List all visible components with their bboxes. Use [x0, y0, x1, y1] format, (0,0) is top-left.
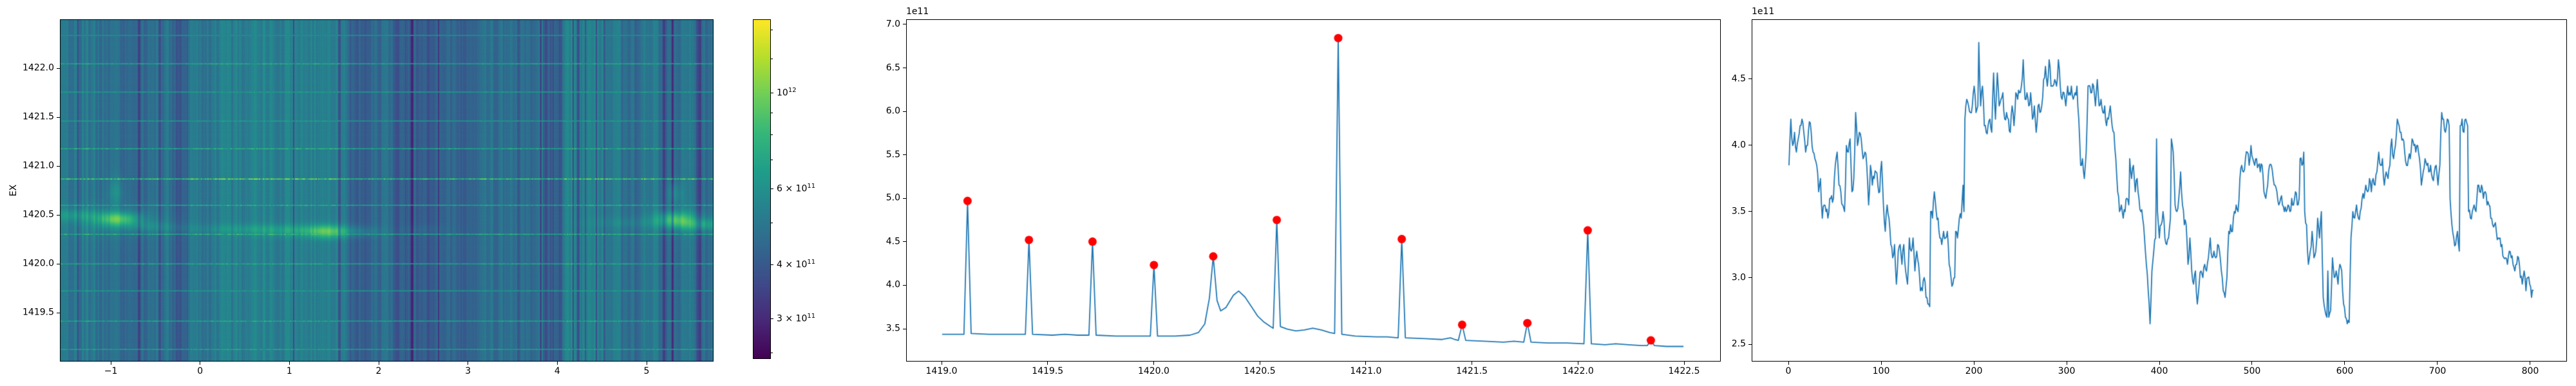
x-tick-label: 700	[2429, 366, 2447, 376]
y-tick-label: 1422.0	[23, 62, 54, 73]
y-tick-label: 5.0	[886, 192, 900, 203]
y-tick-label: 1419.5	[23, 307, 54, 318]
x-tick	[1788, 362, 1789, 365]
heatmap-canvas	[61, 20, 713, 361]
y-tick-label: 4.5	[886, 236, 900, 247]
y-tick	[1748, 78, 1752, 80]
y-tick-label: 7.0	[886, 19, 900, 30]
y-tick	[1748, 277, 1752, 279]
x-tick	[556, 362, 558, 365]
y-tick-label: 3.5	[1731, 206, 1746, 217]
x-tick-label: 1421.5	[1456, 366, 1488, 376]
y-tick	[903, 111, 906, 112]
x-tick-label: 300	[2058, 366, 2076, 376]
y-tick	[57, 165, 60, 167]
x-tick	[1683, 362, 1685, 365]
x-tick-label: 1419.0	[925, 366, 958, 376]
colorbar-tick-label: 1012	[777, 87, 797, 98]
y-tick	[57, 68, 60, 69]
x-tick-label: 5	[643, 366, 650, 376]
heatmap-ylabel: EX	[8, 184, 19, 197]
y-tick-label: 5.5	[886, 149, 900, 160]
x-tick	[2159, 362, 2160, 365]
y-tick	[903, 241, 906, 243]
colorbar-minor-tick	[771, 134, 773, 135]
x-tick-label: 3	[465, 366, 471, 376]
y-tick-label: 1420.0	[23, 258, 54, 269]
x-tick-label: 1421.0	[1350, 366, 1382, 376]
y-tick	[57, 214, 60, 216]
x-tick	[1880, 362, 1882, 365]
x-tick	[2344, 362, 2345, 365]
x-tick	[1047, 362, 1048, 365]
y-tick-label: 6.5	[886, 62, 900, 73]
x-tick-label: 500	[2243, 366, 2261, 376]
timeseries-axes	[1752, 19, 2567, 362]
x-tick-label: 100	[1872, 366, 1890, 376]
y-tick-label: 3.5	[886, 323, 900, 334]
x-tick-label: 400	[2150, 366, 2168, 376]
x-tick-label: 1422.5	[1668, 366, 1700, 376]
x-tick-label: 1422.0	[1562, 366, 1594, 376]
y-tick	[903, 154, 906, 156]
y-tick	[57, 116, 60, 118]
y-tick-label: 4.5	[1731, 73, 1746, 84]
x-tick-label: 1419.5	[1032, 366, 1064, 376]
colorbar-tick	[771, 318, 773, 319]
x-tick-label: 1	[286, 366, 292, 376]
x-tick-label: 1420.5	[1244, 366, 1276, 376]
y-tick-label: 4.0	[1731, 140, 1746, 151]
x-tick	[1365, 362, 1367, 365]
timeseries-canvas	[1752, 20, 2566, 361]
x-tick	[289, 362, 290, 365]
y-tick-label: 4.0	[886, 279, 900, 290]
x-tick	[2251, 362, 2253, 365]
heatmap-axes	[60, 19, 714, 362]
colorbar	[753, 19, 771, 359]
y-tick-label: 6.0	[886, 106, 900, 116]
x-tick-label: 0	[197, 366, 204, 376]
x-tick-label: 2	[375, 366, 382, 376]
x-tick-label: 600	[2336, 366, 2354, 376]
y-tick	[1748, 344, 1752, 345]
x-tick-label: 800	[2521, 366, 2539, 376]
y-tick	[903, 284, 906, 286]
colorbar-tick	[771, 264, 773, 265]
x-tick-label: −1	[104, 366, 118, 376]
colorbar-tick	[771, 188, 773, 189]
spectrum-offset-text: 1e11	[906, 6, 929, 17]
spectrum-axes	[906, 19, 1721, 362]
x-tick-label: 200	[1965, 366, 1983, 376]
y-tick-label: 1421.5	[23, 111, 54, 122]
x-tick	[1153, 362, 1154, 365]
x-tick-label: 0	[1785, 366, 1792, 376]
y-tick	[903, 198, 906, 199]
y-tick-label: 3.0	[1731, 272, 1746, 283]
y-tick-label: 1420.5	[23, 209, 54, 220]
colorbar-tick-label: 4 × 1011	[777, 259, 816, 271]
y-tick-label: 1421.0	[23, 160, 54, 171]
x-tick-label: 1420.0	[1137, 366, 1170, 376]
x-tick	[1973, 362, 1975, 365]
colorbar-tick-label: 3 × 1011	[777, 313, 816, 324]
y-tick-label: 2.5	[1731, 338, 1746, 349]
colorbar-tick-label: 6 × 1011	[777, 183, 816, 194]
timeseries-offset-text: 1e11	[1752, 6, 1775, 17]
y-tick	[1748, 211, 1752, 212]
x-tick-label: 4	[554, 366, 560, 376]
spectrum-canvas	[907, 20, 1720, 361]
x-tick	[2437, 362, 2438, 365]
